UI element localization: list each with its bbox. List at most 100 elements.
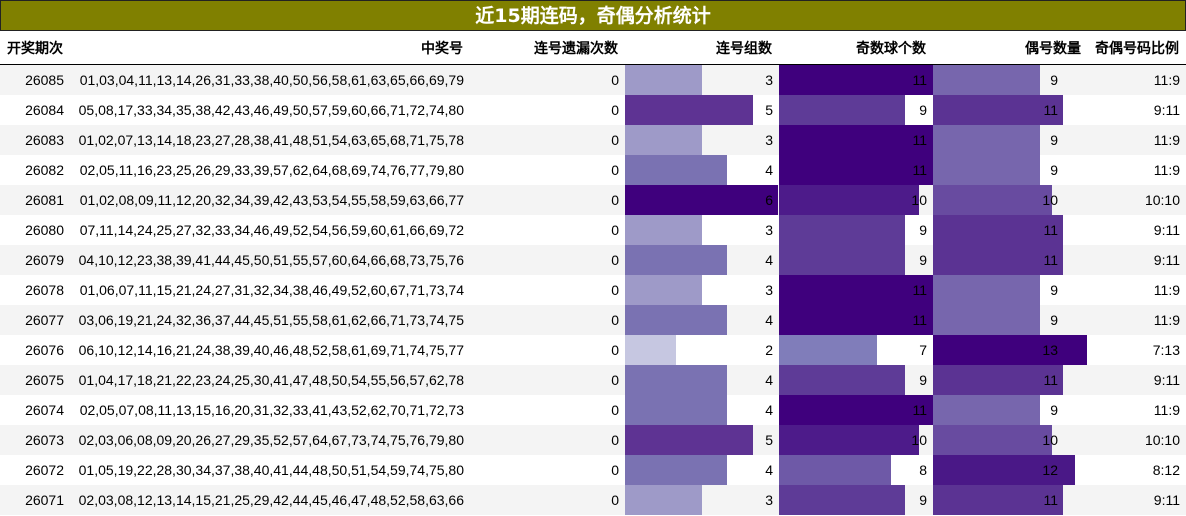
period-cell: 26074 bbox=[25, 402, 64, 418]
table-row: 26077 03,06,19,21,24,32,36,37,44,45,51,55… bbox=[0, 305, 1186, 335]
even-value: 9 bbox=[1050, 282, 1058, 298]
even-bar bbox=[933, 365, 1063, 395]
ratio-cell: 11:9 bbox=[1153, 402, 1180, 418]
odd-bar bbox=[779, 335, 877, 365]
even-bar bbox=[933, 155, 1040, 185]
miss-cell: 0 bbox=[611, 162, 619, 178]
period-cell: 26079 bbox=[25, 252, 64, 268]
numbers-cell: 01,03,04,11,13,14,26,31,33,38,40,50,56,5… bbox=[79, 72, 464, 88]
odd-value: 11 bbox=[912, 162, 927, 178]
period-cell: 26081 bbox=[25, 192, 64, 208]
groups-value: 3 bbox=[765, 72, 773, 88]
ratio-cell: 7:13 bbox=[1152, 342, 1180, 358]
table-row: 26072 01,05,19,22,28,30,34,37,38,40,41,44… bbox=[0, 455, 1186, 485]
period-cell: 26080 bbox=[25, 222, 64, 238]
odd-bar bbox=[779, 425, 919, 455]
groups-value: 3 bbox=[765, 492, 773, 508]
miss-cell: 0 bbox=[611, 132, 619, 148]
groups-value: 3 bbox=[765, 222, 773, 238]
table-row: 26083 01,02,07,13,14,18,23,27,28,38,41,48… bbox=[0, 125, 1186, 155]
even-bar bbox=[933, 275, 1040, 305]
header-miss[interactable]: 连号遗漏次数 bbox=[470, 31, 625, 65]
ratio-cell: 11:9 bbox=[1153, 132, 1180, 148]
odd-value: 10 bbox=[911, 192, 927, 208]
groups-value: 4 bbox=[765, 402, 773, 418]
miss-cell: 0 bbox=[611, 252, 619, 268]
numbers-cell: 01,02,07,13,14,18,23,27,28,38,41,48,51,5… bbox=[78, 132, 464, 148]
odd-bar bbox=[779, 95, 905, 125]
table-row: 26075 01,04,17,18,21,22,23,24,25,30,41,47… bbox=[0, 365, 1186, 395]
table-row: 26085 01,03,04,11,13,14,26,31,33,38,40,50… bbox=[0, 64, 1186, 95]
ratio-cell: 9:11 bbox=[1153, 102, 1180, 118]
odd-bar bbox=[779, 125, 933, 155]
header-ratio[interactable]: 奇偶号码比例 bbox=[1088, 31, 1186, 65]
odd-value: 9 bbox=[919, 492, 927, 508]
even-bar bbox=[933, 485, 1063, 515]
header-groups[interactable]: 连号组数 bbox=[625, 31, 779, 65]
even-value: 11 bbox=[1043, 372, 1058, 388]
even-value: 9 bbox=[1050, 162, 1058, 178]
period-cell: 26085 bbox=[25, 72, 64, 88]
period-cell: 26084 bbox=[25, 102, 64, 118]
header-even[interactable]: 偶号数量 bbox=[933, 31, 1088, 65]
even-bar bbox=[933, 245, 1063, 275]
odd-bar bbox=[779, 245, 905, 275]
odd-bar bbox=[779, 275, 933, 305]
even-bar bbox=[933, 65, 1040, 95]
ratio-cell: 9:11 bbox=[1153, 252, 1180, 268]
miss-cell: 0 bbox=[611, 192, 619, 208]
groups-bar bbox=[625, 305, 727, 335]
groups-value: 4 bbox=[765, 462, 773, 478]
even-value: 10 bbox=[1042, 432, 1058, 448]
miss-cell: 0 bbox=[611, 492, 619, 508]
period-cell: 26071 bbox=[25, 492, 64, 508]
odd-bar bbox=[779, 305, 933, 335]
miss-cell: 0 bbox=[611, 222, 619, 238]
even-value: 11 bbox=[1043, 492, 1058, 508]
table-row: 26071 02,03,08,12,13,14,15,21,25,29,42,44… bbox=[0, 485, 1186, 515]
numbers-cell: 06,10,12,14,16,21,24,38,39,40,46,48,52,5… bbox=[78, 342, 464, 358]
even-bar bbox=[933, 95, 1063, 125]
even-value: 12 bbox=[1042, 462, 1058, 478]
ratio-cell: 11:9 bbox=[1153, 312, 1180, 328]
miss-cell: 0 bbox=[611, 432, 619, 448]
odd-bar bbox=[779, 365, 905, 395]
groups-bar bbox=[625, 425, 753, 455]
numbers-cell: 02,05,07,08,11,13,15,16,20,31,32,33,41,4… bbox=[79, 402, 464, 418]
table-row: 26081 01,02,08,09,11,12,20,32,34,39,42,43… bbox=[0, 185, 1186, 215]
groups-value: 4 bbox=[765, 162, 773, 178]
odd-value: 9 bbox=[919, 222, 927, 238]
ratio-cell: 9:11 bbox=[1153, 492, 1180, 508]
groups-bar bbox=[625, 65, 702, 95]
odd-bar bbox=[779, 395, 933, 425]
groups-bar bbox=[625, 185, 778, 215]
groups-bar bbox=[625, 335, 676, 365]
period-cell: 26083 bbox=[25, 132, 64, 148]
header-odd[interactable]: 奇数球个数 bbox=[779, 31, 933, 65]
header-period[interactable]: 开奖期次 bbox=[0, 31, 70, 65]
table-row: 26084 05,08,17,33,34,35,38,42,43,46,49,50… bbox=[0, 95, 1186, 125]
miss-cell: 0 bbox=[611, 72, 619, 88]
table-title: 近15期连码，奇偶分析统计 bbox=[0, 0, 1186, 31]
miss-cell: 0 bbox=[611, 462, 619, 478]
numbers-cell: 02,03,06,08,09,20,26,27,29,35,52,57,64,6… bbox=[78, 432, 464, 448]
period-cell: 26073 bbox=[25, 432, 64, 448]
miss-cell: 0 bbox=[611, 342, 619, 358]
odd-value: 9 bbox=[919, 372, 927, 388]
groups-value: 5 bbox=[765, 102, 773, 118]
numbers-cell: 03,06,19,21,24,32,36,37,44,45,51,55,58,6… bbox=[78, 312, 464, 328]
stats-table: 开奖期次 中奖号 连号遗漏次数 连号组数 奇数球个数 偶号数量 奇偶号码比例 2… bbox=[0, 31, 1186, 515]
groups-value: 4 bbox=[765, 312, 773, 328]
groups-value: 3 bbox=[765, 282, 773, 298]
odd-value: 11 bbox=[912, 132, 927, 148]
table-row: 26076 06,10,12,14,16,21,24,38,39,40,46,48… bbox=[0, 335, 1186, 365]
odd-bar bbox=[779, 185, 919, 215]
table-row: 26080 07,11,14,24,25,27,32,33,34,46,49,52… bbox=[0, 215, 1186, 245]
header-numbers[interactable]: 中奖号 bbox=[70, 31, 470, 65]
ratio-cell: 10:10 bbox=[1144, 192, 1180, 208]
odd-value: 11 bbox=[912, 312, 927, 328]
groups-bar bbox=[625, 95, 753, 125]
even-value: 11 bbox=[1043, 222, 1058, 238]
numbers-cell: 01,02,08,09,11,12,20,32,34,39,42,43,53,5… bbox=[79, 192, 464, 208]
table-row: 26073 02,03,06,08,09,20,26,27,29,35,52,57… bbox=[0, 425, 1186, 455]
